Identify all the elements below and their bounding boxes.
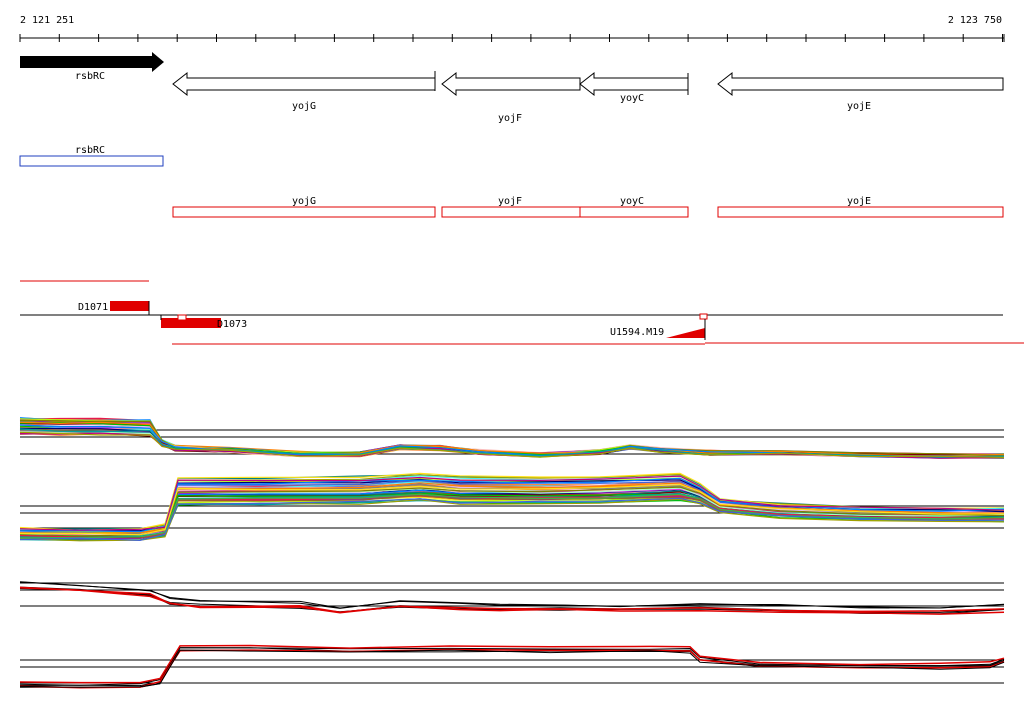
gene-arrow-rsbRC[interactable]	[20, 52, 164, 72]
profile-line	[19, 422, 1005, 456]
red-feature-label-yojF: yojF	[498, 196, 522, 207]
gene-arrow-yoyC[interactable]	[579, 71, 689, 97]
red-feature-track: yojG yojF yoyC yojE	[172, 196, 1004, 218]
expression-panel-top	[19, 417, 1005, 459]
profile-line	[19, 420, 1005, 457]
profile-line	[19, 497, 1005, 542]
blue-feature-label-rsbRC: rsbRC	[75, 145, 105, 156]
profile-lines	[19, 417, 1005, 459]
ruler-end-label: 2 123 750	[948, 15, 1002, 26]
profile-line	[19, 586, 1005, 615]
ruler-start-label: 2 121 251	[20, 15, 74, 26]
probe-label-D1071: D1071	[78, 302, 108, 313]
profile-line	[19, 419, 1005, 456]
profile-line	[19, 498, 1005, 542]
red-feature-box-yojF[interactable]	[441, 206, 581, 218]
gene-arrow-yojF[interactable]	[441, 71, 581, 97]
expression-panel-third	[19, 581, 1005, 615]
gene-label-yojG: yojG	[292, 101, 316, 112]
profile-line	[19, 419, 1005, 456]
gene-arrow-yojG[interactable]	[172, 71, 436, 97]
profile-line	[19, 649, 1005, 688]
gene-track: rsbRC yojG yojF yoyC yojE	[20, 52, 1004, 124]
profile-line	[19, 422, 1005, 456]
gene-arrow-yojE[interactable]	[717, 71, 1004, 97]
profile-line	[19, 473, 1005, 532]
probe-track: D1071 D1073 U1594.M19	[20, 280, 1024, 345]
profile-lines	[19, 581, 1005, 615]
blue-feature-box-rsbRC[interactable]	[19, 155, 164, 167]
coordinate-ruler: 2 121 251 2 123 750	[19, 15, 1005, 42]
probe-ramp-U1594-M19[interactable]	[666, 328, 705, 338]
expression-panel-bottom	[19, 644, 1005, 689]
probe-block-D1073[interactable]	[161, 318, 221, 328]
profile-line	[19, 475, 1005, 531]
profile-line	[19, 424, 1005, 458]
probe-label-U1594-M19: U1594.M19	[610, 327, 664, 338]
probe-block-D1071[interactable]	[110, 301, 149, 311]
profile-line	[19, 581, 1005, 609]
probe-small-box	[177, 314, 187, 321]
profile-line	[19, 587, 1005, 613]
profile-line	[19, 417, 1005, 456]
probe-label-D1073: D1073	[217, 319, 247, 330]
gene-label-yojF: yojF	[498, 113, 522, 124]
profile-line	[19, 420, 1005, 456]
profile-line	[19, 431, 1005, 458]
probe-small-box	[699, 313, 708, 320]
gene-label-rsbRC: rsbRC	[75, 71, 105, 82]
red-feature-label-yojE: yojE	[847, 196, 871, 207]
ruler-ticks	[19, 34, 1005, 42]
blue-feature-track: rsbRC	[19, 145, 164, 167]
gene-label-yoyC: yoyC	[620, 93, 644, 104]
red-feature-label-yoyC: yoyC	[620, 196, 644, 207]
profile-line	[19, 648, 1005, 689]
profile-line	[19, 472, 1005, 531]
expression-panel-second	[19, 472, 1005, 542]
gene-label-yojE: yojE	[847, 101, 871, 112]
profile-lines	[19, 472, 1005, 542]
red-feature-box-yojG[interactable]	[172, 206, 436, 218]
profile-line	[20, 483, 1005, 536]
profile-line	[19, 644, 1005, 684]
red-feature-box-yoyC[interactable]	[579, 206, 689, 218]
profile-lines	[19, 644, 1005, 689]
red-feature-box-yojE[interactable]	[717, 206, 1004, 218]
red-feature-label-yojG: yojG	[292, 196, 316, 207]
